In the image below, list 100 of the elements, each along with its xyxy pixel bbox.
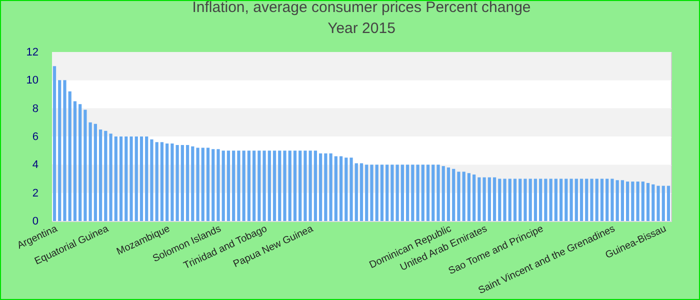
bar — [365, 164, 368, 221]
bar — [595, 178, 598, 221]
bar — [600, 178, 604, 221]
bar — [432, 164, 435, 221]
bar — [462, 172, 466, 221]
bar — [656, 186, 660, 221]
bar — [457, 172, 460, 221]
bar — [180, 144, 184, 221]
bar — [272, 150, 276, 221]
bar — [73, 101, 77, 221]
bar — [386, 164, 389, 221]
bar — [416, 164, 420, 221]
bar — [232, 150, 236, 221]
bar — [590, 178, 594, 221]
bar — [134, 136, 138, 221]
bar — [298, 150, 302, 221]
bar — [503, 178, 506, 221]
bar — [222, 150, 225, 221]
bar — [283, 150, 286, 221]
bar — [176, 144, 179, 221]
bar — [508, 178, 512, 221]
bar — [498, 178, 502, 221]
bar — [626, 182, 630, 221]
bar — [94, 124, 97, 221]
bar — [186, 144, 190, 221]
bar — [216, 149, 220, 221]
bar — [68, 91, 72, 221]
bar — [262, 150, 266, 221]
bar — [88, 122, 92, 221]
bar — [191, 146, 194, 221]
bar — [524, 178, 527, 221]
bar — [406, 164, 410, 221]
bar — [166, 144, 169, 221]
bar — [631, 182, 634, 221]
bar — [339, 156, 343, 221]
bar — [652, 184, 655, 221]
bar — [145, 136, 148, 221]
bar — [646, 182, 650, 221]
bar — [620, 180, 624, 221]
y-tick-label: 4 — [32, 159, 38, 172]
bar — [610, 178, 614, 221]
bar — [247, 150, 250, 221]
bar — [170, 144, 174, 221]
bar — [400, 164, 404, 221]
bar — [528, 178, 532, 221]
bar — [58, 80, 62, 221]
bar — [390, 164, 394, 221]
bar — [329, 153, 332, 221]
bar — [534, 178, 538, 221]
bar — [360, 163, 364, 221]
bar — [375, 164, 378, 221]
y-tick-label: 6 — [32, 131, 38, 143]
bar — [513, 178, 517, 221]
bar — [212, 149, 215, 221]
bar — [426, 164, 430, 221]
bar — [52, 66, 56, 221]
bar — [84, 110, 87, 221]
bar — [616, 180, 619, 221]
bar — [324, 153, 328, 221]
bar — [606, 178, 609, 221]
chart-subtitle: Year 2015 — [328, 20, 396, 37]
y-tick-label: 10 — [26, 74, 38, 87]
bar — [308, 150, 312, 221]
bar — [442, 166, 445, 221]
bar — [114, 136, 118, 221]
bar — [559, 178, 563, 221]
bar — [304, 150, 307, 221]
y-tick-label: 0 — [32, 216, 38, 228]
bar — [396, 164, 399, 221]
bar — [344, 158, 348, 221]
bar — [319, 153, 322, 221]
bar — [518, 178, 522, 221]
bar — [288, 150, 292, 221]
bar — [549, 178, 552, 221]
bar — [478, 177, 481, 221]
bar — [206, 148, 210, 221]
bar — [237, 150, 240, 221]
bar — [252, 150, 256, 221]
bar — [350, 158, 353, 221]
bar — [258, 150, 261, 221]
bar — [636, 182, 640, 221]
bar — [201, 148, 204, 221]
bar — [411, 164, 414, 221]
bar — [446, 167, 450, 221]
bar — [436, 164, 440, 221]
bar — [242, 150, 246, 221]
bar — [109, 134, 112, 221]
bar — [99, 129, 102, 221]
bar — [370, 164, 374, 221]
bar — [314, 150, 318, 221]
bar — [78, 104, 82, 221]
bar — [293, 150, 297, 221]
y-tick-label: 8 — [32, 102, 38, 115]
bar — [641, 182, 644, 221]
bar — [539, 178, 542, 221]
bar — [380, 164, 384, 221]
bar — [160, 142, 164, 221]
bar — [666, 186, 670, 221]
bar — [268, 150, 271, 221]
bar — [278, 150, 282, 221]
